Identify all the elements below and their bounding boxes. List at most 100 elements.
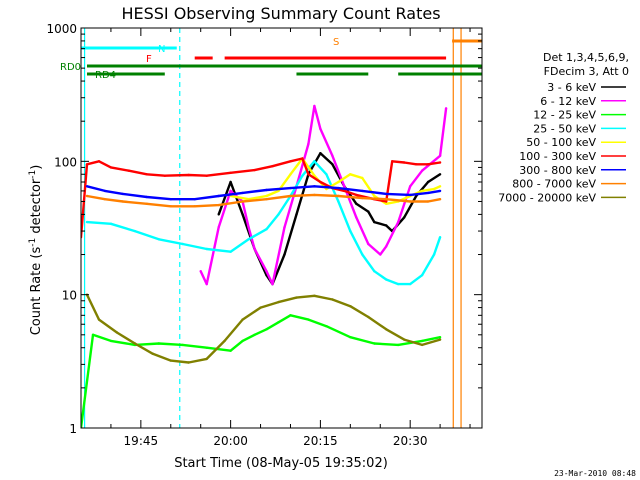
data-point xyxy=(438,336,442,339)
chart-title: HESSI Observing Summary Count Rates xyxy=(121,4,440,23)
y-tick-label: 10 xyxy=(62,289,77,303)
data-point xyxy=(337,186,340,190)
series-lines xyxy=(81,104,448,428)
data-point xyxy=(420,189,424,193)
y-axis-label-part: detector xyxy=(29,178,44,238)
x-tick-label: 19:45 xyxy=(124,434,159,448)
data-point xyxy=(157,238,160,241)
data-point xyxy=(409,282,412,286)
data-point xyxy=(343,189,346,193)
data-point xyxy=(397,220,400,224)
data-point xyxy=(403,338,406,341)
y-tick-label: 1 xyxy=(69,422,77,436)
x-axis-label: Start Time (08-May-05 19:35:02) xyxy=(174,456,388,471)
data-point xyxy=(145,202,148,205)
data-point xyxy=(415,163,418,166)
state-bar-label: N xyxy=(158,44,165,55)
data-point xyxy=(241,213,244,216)
data-point xyxy=(373,194,376,198)
data-point xyxy=(91,333,95,336)
data-point xyxy=(247,238,250,241)
data-point xyxy=(432,187,436,191)
data-point xyxy=(301,157,304,160)
data-point xyxy=(169,198,172,201)
data-point xyxy=(103,189,107,193)
data-point xyxy=(265,198,268,201)
data-point xyxy=(205,282,208,286)
data-point xyxy=(241,339,244,343)
series-line xyxy=(81,157,441,238)
data-point xyxy=(385,192,388,196)
data-point xyxy=(223,339,226,343)
legend-header-line-2: FDecim 3, Att 0 xyxy=(544,65,629,78)
data-point xyxy=(109,222,113,225)
series-line xyxy=(81,314,441,428)
data-point xyxy=(319,180,322,184)
data-point xyxy=(331,298,334,301)
x-axis-ticks: 19:45 20:00 20:15 20:30 xyxy=(80,28,471,448)
data-point xyxy=(403,161,406,164)
data-point xyxy=(289,173,292,176)
data-point xyxy=(85,194,89,198)
footer-date: 23-Mar-2010 08:48 xyxy=(554,469,636,478)
data-point xyxy=(343,185,346,188)
data-point xyxy=(426,200,430,203)
y-axis-ticks: 1 10 100 1000 xyxy=(46,22,482,436)
data-point xyxy=(283,226,286,229)
legend-entry-label: 50 - 100 keV xyxy=(526,136,596,149)
data-point xyxy=(420,169,424,172)
data-point xyxy=(438,189,442,193)
y-tick-label: 100 xyxy=(54,155,77,169)
x-tick-label: 20:15 xyxy=(303,434,338,448)
data-point xyxy=(241,191,244,195)
plot-frame xyxy=(80,27,483,429)
data-point xyxy=(426,163,430,166)
series-line xyxy=(217,151,441,286)
data-point xyxy=(217,194,220,198)
data-point xyxy=(241,318,244,321)
data-point xyxy=(103,198,107,201)
data-point xyxy=(121,192,125,196)
data-point xyxy=(367,242,370,246)
data-point xyxy=(337,200,340,203)
data-point xyxy=(319,127,322,131)
data-point xyxy=(361,196,364,200)
legend-entry-label: 6 - 12 keV xyxy=(540,95,596,108)
legend-header-line-1: Det 1,3,4,5,6,9, xyxy=(543,51,629,64)
data-point xyxy=(337,194,340,198)
data-point xyxy=(97,160,101,163)
data-point xyxy=(85,163,89,166)
data-point xyxy=(217,203,220,207)
data-point xyxy=(181,343,184,347)
data-point xyxy=(426,191,430,195)
data-point xyxy=(205,346,208,349)
data-point xyxy=(121,200,125,203)
data-point xyxy=(229,180,232,184)
data-point xyxy=(331,163,334,166)
data-point xyxy=(438,338,442,341)
data-point xyxy=(409,200,412,203)
data-point xyxy=(307,142,310,146)
y-axis-label: Count Rate (s-1 detector-1) xyxy=(28,165,44,336)
data-point xyxy=(367,315,370,319)
data-point xyxy=(145,195,148,199)
data-point xyxy=(373,342,376,345)
data-point xyxy=(271,165,274,168)
legend-entry-label: 12 - 25 keV xyxy=(533,109,596,122)
data-point xyxy=(438,185,442,188)
data-point xyxy=(259,306,262,309)
data-point xyxy=(313,185,316,188)
data-point xyxy=(289,194,292,198)
data-point xyxy=(355,193,358,197)
data-point xyxy=(145,173,148,176)
data-point xyxy=(319,152,322,155)
data-point xyxy=(373,270,376,273)
data-point xyxy=(109,339,113,343)
data-point xyxy=(217,226,220,229)
data-point xyxy=(265,194,268,198)
data-point xyxy=(205,174,208,177)
data-point xyxy=(85,185,89,188)
data-point xyxy=(169,205,172,208)
data-point xyxy=(313,104,316,108)
